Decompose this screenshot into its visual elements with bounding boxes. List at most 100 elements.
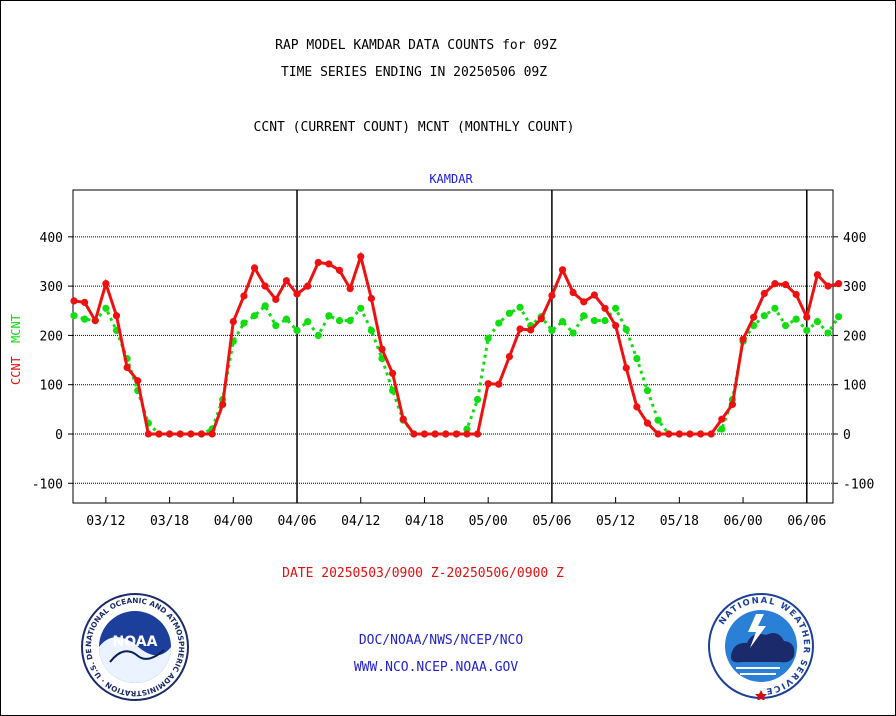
data-point-ccnt bbox=[261, 282, 269, 290]
data-point-mcnt bbox=[335, 317, 344, 325]
nws-logo: NATIONAL WEATHER SERVICE bbox=[708, 593, 814, 700]
data-point-ccnt bbox=[803, 313, 811, 321]
data-point-mcnt bbox=[760, 312, 768, 320]
data-point-ccnt bbox=[208, 430, 216, 438]
data-point-ccnt bbox=[835, 280, 843, 288]
data-point-ccnt bbox=[112, 312, 121, 320]
data-point-mcnt bbox=[633, 354, 641, 363]
data-point-ccnt bbox=[516, 325, 524, 333]
data-point-ccnt bbox=[304, 282, 312, 290]
data-point-mcnt bbox=[601, 317, 609, 325]
data-point-ccnt bbox=[590, 291, 598, 299]
data-point-ccnt bbox=[229, 318, 237, 326]
data-point-ccnt bbox=[335, 266, 344, 274]
data-point-mcnt bbox=[792, 315, 800, 323]
data-point-ccnt bbox=[431, 430, 439, 438]
data-point-mcnt bbox=[282, 315, 290, 323]
data-point-mcnt bbox=[463, 425, 471, 433]
data-point-ccnt bbox=[250, 264, 259, 272]
data-point-ccnt bbox=[612, 321, 620, 330]
ylabel-ccnt: CCNT bbox=[9, 356, 23, 385]
y-tick-label-left: 0 bbox=[55, 428, 63, 443]
data-point-ccnt bbox=[728, 400, 737, 409]
data-point-ccnt bbox=[197, 430, 206, 438]
data-point-mcnt bbox=[473, 395, 482, 404]
data-point-mcnt bbox=[781, 321, 790, 330]
data-point-mcnt bbox=[357, 304, 365, 312]
data-point-ccnt bbox=[622, 364, 630, 372]
x-tick-label: 05/18 bbox=[660, 514, 699, 529]
x-tick-label: 05/06 bbox=[532, 514, 571, 529]
data-point-mcnt bbox=[771, 304, 779, 312]
data-point-mcnt bbox=[484, 334, 492, 342]
y-tick-label-right: 300 bbox=[843, 280, 866, 295]
data-point-ccnt bbox=[293, 290, 301, 298]
data-point-mcnt bbox=[346, 317, 354, 325]
data-point-mcnt bbox=[622, 325, 630, 334]
y-tick-label-left: 200 bbox=[40, 329, 63, 344]
data-point-mcnt bbox=[835, 313, 843, 321]
x-tick-label: 04/06 bbox=[277, 514, 316, 529]
data-point-mcnt bbox=[389, 387, 397, 395]
chart-subtitle: CCNT (CURRENT COUNT) MCNT (MONTHLY COUNT… bbox=[253, 120, 575, 135]
x-tick-label: 03/18 bbox=[150, 514, 189, 529]
data-point-mcnt bbox=[495, 319, 503, 327]
data-point-mcnt bbox=[548, 326, 556, 335]
x-tick-label: 04/00 bbox=[214, 514, 253, 529]
data-point-ccnt bbox=[219, 400, 227, 409]
data-point-mcnt bbox=[293, 326, 301, 335]
data-point-mcnt bbox=[102, 304, 110, 312]
y-tick-label-right: 100 bbox=[843, 379, 866, 394]
data-point-ccnt bbox=[781, 281, 790, 289]
data-point-ccnt bbox=[537, 315, 545, 323]
data-point-ccnt bbox=[442, 430, 450, 438]
data-point-ccnt bbox=[155, 430, 163, 438]
data-point-mcnt bbox=[824, 329, 832, 337]
data-point-ccnt bbox=[325, 260, 333, 268]
data-point-mcnt bbox=[240, 319, 248, 327]
noaa-label: NOAA bbox=[113, 634, 158, 650]
data-point-ccnt bbox=[357, 252, 365, 261]
data-point-mcnt bbox=[718, 425, 726, 433]
data-point-ccnt bbox=[771, 280, 779, 288]
chart-title-line1: RAP MODEL KAMDAR DATA COUNTS for 09Z bbox=[275, 38, 557, 53]
data-point-mcnt bbox=[304, 318, 312, 326]
data-point-ccnt bbox=[813, 271, 822, 279]
data-point-ccnt bbox=[134, 377, 142, 385]
data-point-ccnt bbox=[282, 277, 290, 285]
data-point-ccnt bbox=[505, 353, 514, 361]
y-tick-label-right: 0 bbox=[843, 428, 851, 443]
data-point-ccnt bbox=[739, 335, 747, 343]
data-point-mcnt bbox=[81, 315, 89, 323]
data-point-ccnt bbox=[420, 430, 429, 438]
data-point-ccnt bbox=[643, 419, 652, 427]
data-point-ccnt bbox=[389, 369, 397, 377]
data-point-mcnt bbox=[261, 302, 269, 310]
y-tick-label-left: 300 bbox=[40, 280, 63, 295]
credit-org-line: DOC/NOAA/NWS/NCEP/NCO bbox=[358, 633, 524, 648]
data-point-ccnt bbox=[696, 430, 705, 438]
x-tick-label: 06/06 bbox=[787, 514, 826, 529]
x-tick-label: 05/12 bbox=[596, 514, 635, 529]
data-point-ccnt bbox=[346, 284, 354, 293]
data-point-ccnt bbox=[580, 298, 588, 306]
data-point-ccnt bbox=[144, 430, 152, 438]
data-point-mcnt bbox=[505, 309, 514, 317]
data-point-ccnt bbox=[240, 292, 248, 300]
data-point-ccnt bbox=[750, 313, 758, 321]
data-point-mcnt bbox=[580, 312, 588, 320]
data-point-mcnt bbox=[367, 326, 375, 335]
data-point-ccnt bbox=[102, 280, 110, 288]
data-point-ccnt bbox=[633, 403, 641, 411]
data-point-ccnt bbox=[824, 282, 832, 290]
data-point-ccnt bbox=[70, 297, 78, 305]
x-tick-label: 04/12 bbox=[341, 514, 380, 529]
data-point-ccnt bbox=[569, 288, 577, 297]
data-point-mcnt bbox=[803, 326, 811, 335]
plot-area bbox=[72, 189, 834, 504]
credit-url-line: WWW.NCO.NCEP.NOAA.GOV bbox=[353, 660, 519, 675]
data-point-mcnt bbox=[813, 318, 822, 326]
data-point-ccnt bbox=[81, 298, 89, 306]
data-point-ccnt bbox=[91, 317, 99, 325]
